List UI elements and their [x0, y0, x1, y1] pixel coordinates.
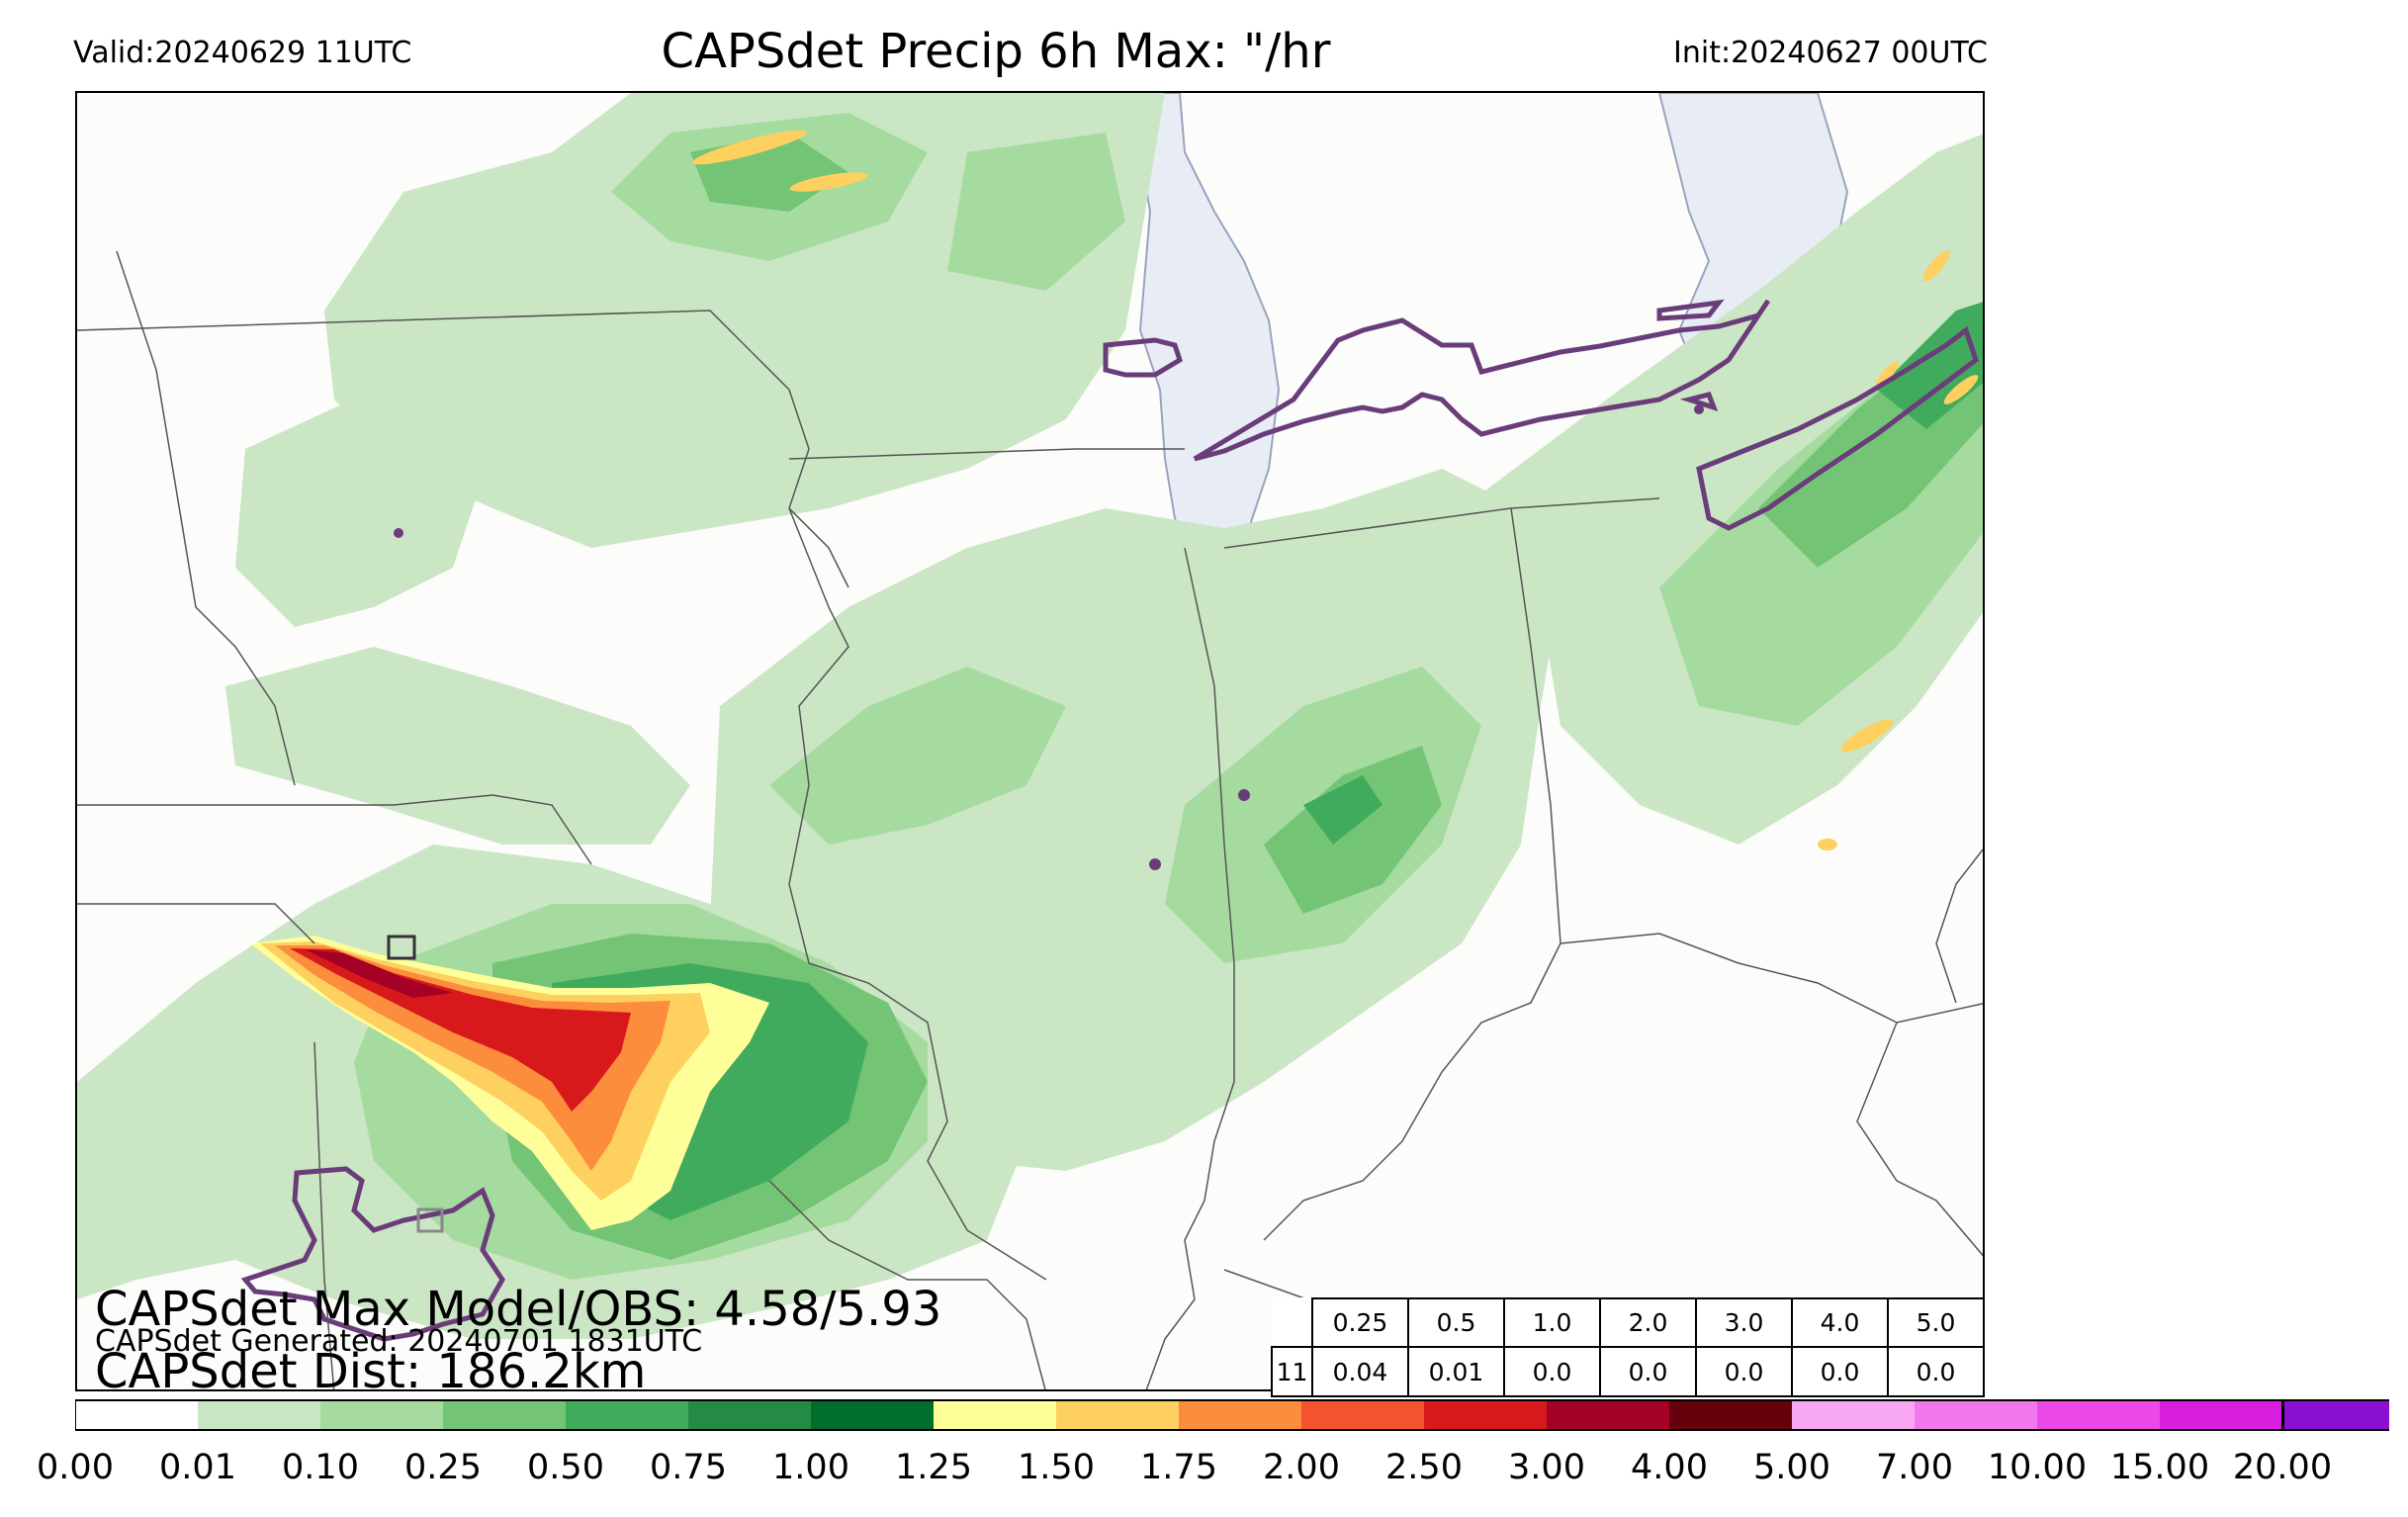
colorbar-tick-label: 0.25	[404, 1448, 482, 1487]
colorbar-cell	[320, 1400, 443, 1430]
table-corner-cell	[1272, 1298, 1312, 1347]
precip-ne-cores	[692, 130, 1979, 850]
colorbar-tick-label: 1.75	[1140, 1448, 1217, 1487]
init-time-label: Init:20240627 00UTC	[1673, 36, 1988, 70]
colorbar-extend-arrow	[2281, 1399, 2389, 1431]
colorbar-tick-label: 1.50	[1018, 1448, 1095, 1487]
colorbar-cell	[1915, 1400, 2037, 1430]
colorbar-cell	[688, 1400, 811, 1430]
generated-text: CAPSdet Generated: 20240701 1831UTC	[95, 1324, 703, 1359]
colorbar-cell	[198, 1400, 320, 1430]
threshold-value-cell: 0.0	[1599, 1346, 1697, 1397]
colorbar-tick-label: 2.50	[1385, 1448, 1463, 1487]
colorbar-tick-label: 1.25	[895, 1448, 972, 1487]
threshold-row-label: 11	[1271, 1346, 1313, 1397]
precip-map[interactable]	[75, 91, 1985, 1391]
threshold-value-cell: 0.04	[1311, 1346, 1409, 1397]
colorbar-cell	[1179, 1400, 1301, 1430]
precip-core	[250, 936, 769, 1230]
threshold-header-cell: 0.5	[1407, 1297, 1505, 1348]
obs-contours	[240, 299, 1979, 1342]
colorbar-tick-label: 0.00	[37, 1448, 114, 1487]
colorbar-tick-label: 2.00	[1263, 1448, 1340, 1487]
colorbar-tick-label: 3.00	[1508, 1448, 1585, 1487]
colorbar-cell	[2037, 1400, 2160, 1430]
colorbar-cell	[2160, 1400, 2282, 1430]
threshold-header-cell: 5.0	[1887, 1297, 1985, 1348]
threshold-header-cell: 4.0	[1791, 1297, 1889, 1348]
colorbar-cell	[443, 1400, 566, 1430]
threshold-header-row: 0.25 0.5 1.0 2.0 3.0 4.0 5.0	[1272, 1297, 1985, 1348]
max-obs-marker	[416, 1207, 444, 1233]
colorbar-cell	[811, 1400, 934, 1430]
colorbar-tick-label: 20.00	[2232, 1448, 2333, 1487]
state-borders	[77, 250, 1983, 1389]
threshold-value-cell: 0.01	[1407, 1346, 1505, 1397]
obs-points	[394, 404, 1704, 870]
colorbar-tick-label: 10.00	[1987, 1448, 2088, 1487]
threshold-value-cell: 0.0	[1503, 1346, 1601, 1397]
chart-title: CAPSdet Precip 6h Max: "/hr	[661, 24, 1331, 79]
lake-michigan	[1138, 93, 1281, 565]
threshold-header-cell: 2.0	[1599, 1297, 1697, 1348]
colorbar-tick-label: 0.50	[527, 1448, 604, 1487]
threshold-header-cell: 0.25	[1311, 1297, 1409, 1348]
colorbar-cell	[1547, 1400, 1669, 1430]
distance-text: CAPSdet Dist: 186.2km	[95, 1344, 647, 1399]
valid-time-label: Valid:20240629 11UTC	[73, 36, 412, 70]
threshold-value-cell: 0.0	[1791, 1346, 1889, 1397]
colorbar-cell	[1301, 1400, 1424, 1430]
threshold-table: 0.25 0.5 1.0 2.0 3.0 4.0 5.0 11 0.04 0.0…	[1271, 1297, 1985, 1397]
colorbar-frame	[75, 1399, 2284, 1431]
colorbar-tick-label: 5.00	[1753, 1448, 1830, 1487]
colorbar-cell	[1792, 1400, 1915, 1430]
threshold-value-row: 11 0.04 0.01 0.0 0.0 0.0 0.0 0.0	[1271, 1346, 1985, 1397]
max-model-obs-text: CAPSdet Max Model/OBS: 4.58/5.93	[95, 1282, 942, 1337]
colorbar-cells	[75, 1399, 2389, 1431]
colorbar-tick-label: 15.00	[2109, 1448, 2210, 1487]
colorbar-cell	[934, 1400, 1056, 1430]
colorbar-tick-label: 4.00	[1631, 1448, 1708, 1487]
map-canvas	[77, 93, 1983, 1389]
threshold-header-cell: 1.0	[1503, 1297, 1601, 1348]
colorbar-cell	[75, 1400, 198, 1430]
colorbar-tick-label: 0.75	[650, 1448, 727, 1487]
colorbar-cell	[1669, 1400, 1792, 1430]
max-model-marker	[387, 935, 416, 960]
threshold-value-cell: 0.0	[1887, 1346, 1985, 1397]
colorbar	[75, 1399, 2389, 1431]
colorbar-tick-label: 1.00	[772, 1448, 849, 1487]
colorbar-cell	[1056, 1400, 1179, 1430]
colorbar-tick-label: 0.10	[282, 1448, 359, 1487]
colorbar-tick-label: 7.00	[1876, 1448, 1953, 1487]
colorbar-cell	[566, 1400, 688, 1430]
threshold-value-cell: 0.0	[1695, 1346, 1793, 1397]
colorbar-cell	[1424, 1400, 1547, 1430]
colorbar-tick-label: 0.01	[159, 1448, 236, 1487]
threshold-header-cell: 3.0	[1695, 1297, 1793, 1348]
